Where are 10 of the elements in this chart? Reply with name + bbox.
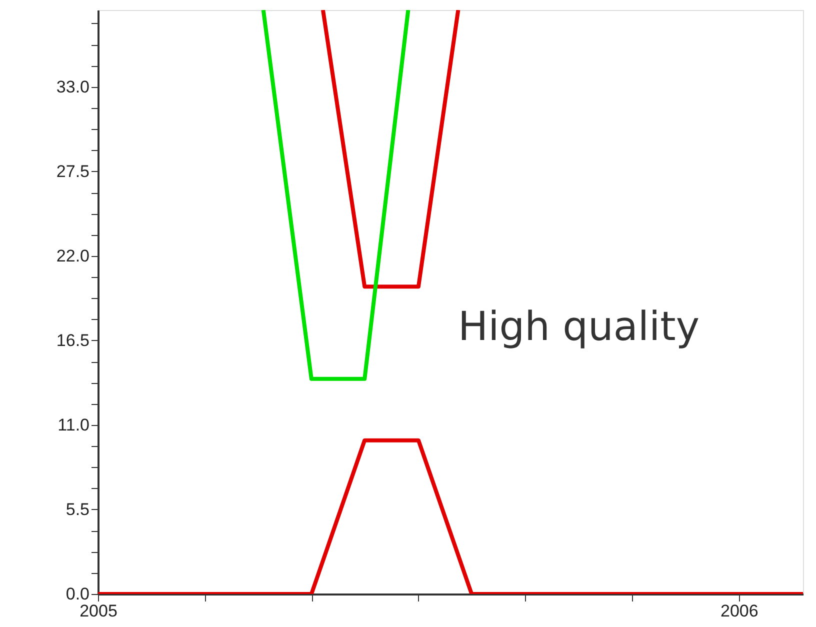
- y-tick-label: 16.5: [56, 330, 90, 350]
- annotation: High quality: [458, 304, 700, 350]
- y-tick-label: 0.0: [66, 584, 90, 604]
- y-tick-label: 11.0: [58, 415, 90, 434]
- y-tick-label: 5.5: [66, 500, 90, 519]
- x-tick-label: 2006: [720, 602, 758, 620]
- y-tick-label: 27.5: [56, 162, 90, 181]
- y-tick-label: 22.0: [56, 246, 90, 266]
- x-tick-label: 2005: [80, 602, 118, 620]
- y-tick-label: 33.0: [56, 77, 90, 96]
